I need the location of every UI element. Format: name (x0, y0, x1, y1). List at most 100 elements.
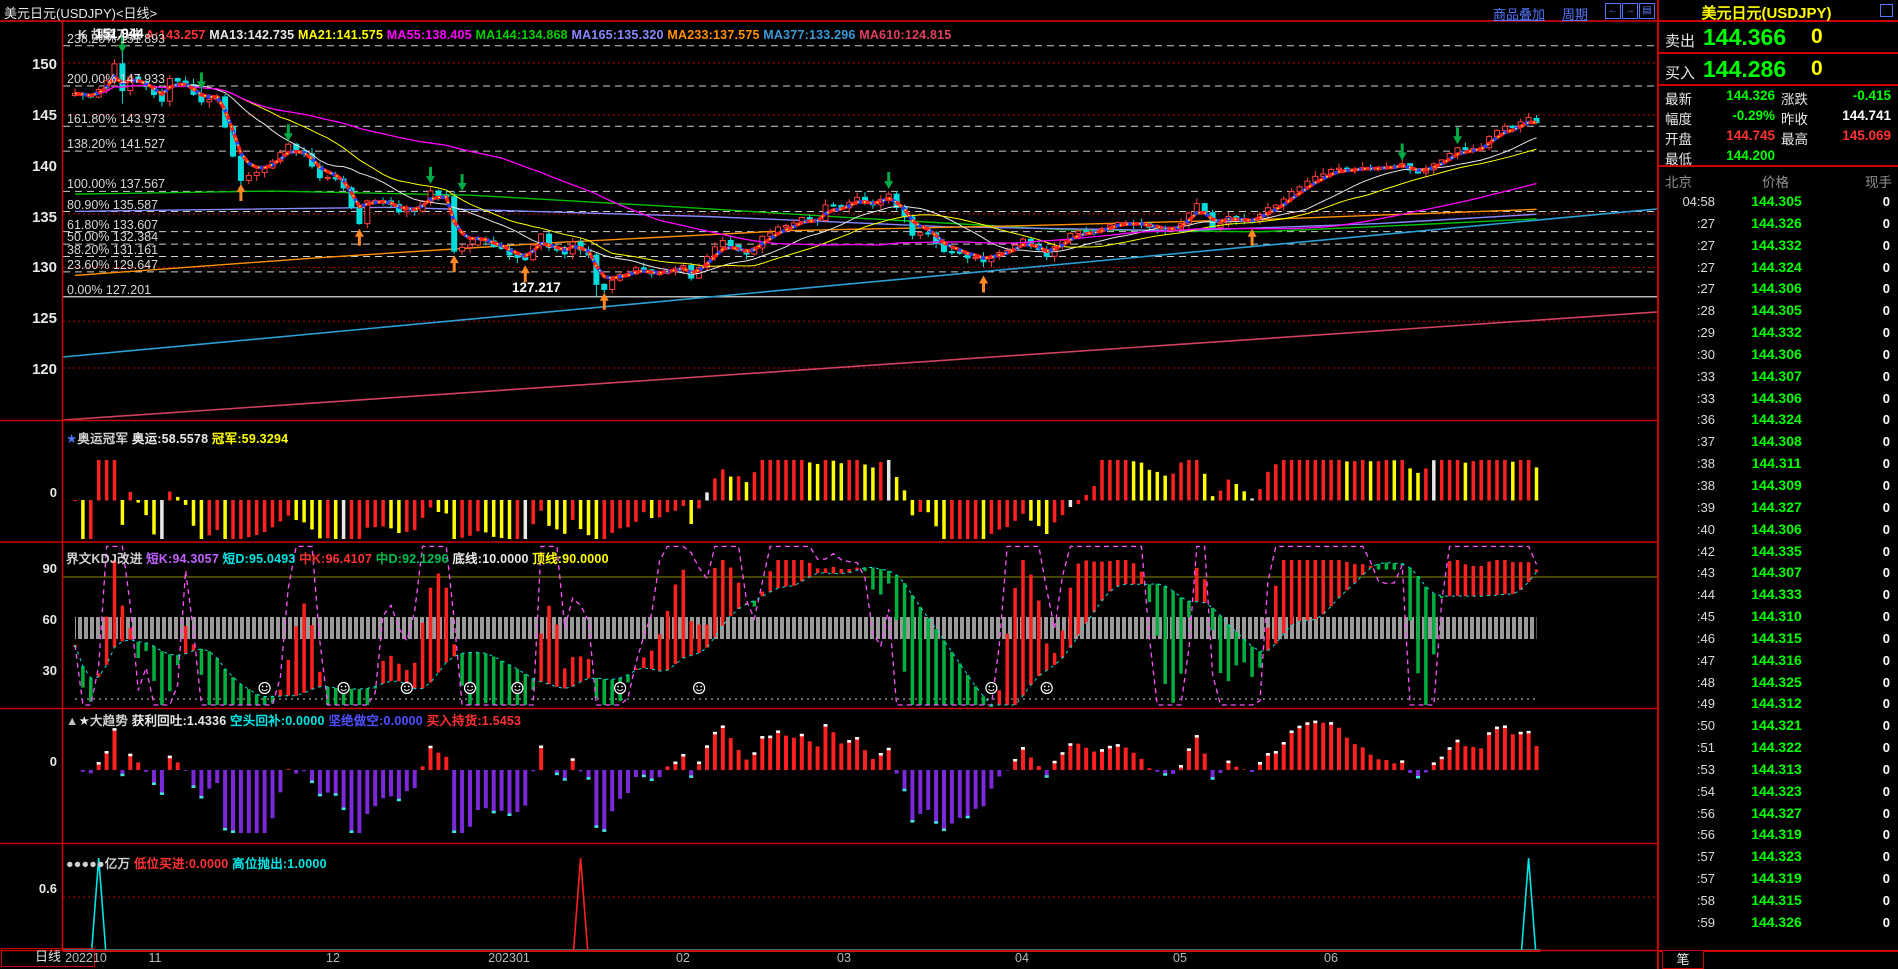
bid-row[interactable]: 买入 144.286 0 (1659, 54, 1898, 86)
quote-info-label: 最低 (1665, 152, 1692, 167)
forward-icon[interactable]: → (1622, 3, 1638, 19)
tick-row[interactable]: :29 144.332 0 (1659, 322, 1898, 344)
panel2-aoyun-bars (73, 460, 1539, 539)
restore-window-icon[interactable] (1880, 4, 1893, 17)
tick-time: :42 (1696, 543, 1715, 559)
tick-row[interactable]: :37 144.308 0 (1659, 431, 1898, 453)
text-segment: 界文KDJ改进 (66, 552, 147, 566)
tick-row[interactable]: :27 144.324 0 (1659, 257, 1898, 279)
quote-info-label: 开盘 (1665, 132, 1692, 147)
tick-volume: 0 (1882, 609, 1890, 625)
tick-row[interactable]: :57 144.323 0 (1659, 846, 1898, 868)
tick-row[interactable]: :27 144.306 0 (1659, 278, 1898, 300)
time-axis-label: 12 (326, 951, 340, 965)
tick-row[interactable]: :59 144.326 0 (1659, 912, 1898, 934)
tick-volume: 0 (1882, 761, 1890, 777)
tick-volume: 0 (1882, 718, 1890, 734)
period-tab-daily[interactable]: 日线 (1, 948, 95, 967)
tick-row[interactable]: :58 144.315 0 (1659, 890, 1898, 912)
split-window-icon[interactable]: ▤ (1639, 3, 1655, 19)
fib-level-label: 80.90% 135.587 (67, 197, 159, 212)
fib-level-label: 238.20% 151.893 (67, 31, 166, 46)
tick-time: :27 (1696, 281, 1715, 297)
quote-info-value: 144.200 (1726, 148, 1775, 163)
tick-row[interactable]: 04:58 144.305 0 (1659, 191, 1898, 213)
text-segment: 低位买进:0.0000 (133, 857, 233, 871)
tick-list: 04:58 144.305 0:27 144.326 0:27 144.332 0:27 14… (1659, 191, 1898, 934)
tick-row[interactable]: :54 144.323 0 (1659, 781, 1898, 803)
time-axis-label: 03 (837, 951, 851, 965)
bid-price: 144.286 (1703, 56, 1787, 82)
tick-row[interactable]: :39 144.327 0 (1659, 497, 1898, 519)
tick-row[interactable]: :27 144.332 0 (1659, 235, 1898, 257)
tick-price: 144.315 (1751, 629, 1802, 646)
text-segment: MA165:135.320 (571, 28, 668, 42)
tick-time: :33 (1696, 390, 1715, 406)
tick-volume: 0 (1882, 368, 1890, 384)
tick-row[interactable]: :33 144.307 0 (1659, 366, 1898, 388)
period-link[interactable]: 周期 (1562, 7, 1589, 22)
tick-row[interactable]: :42 144.335 0 (1659, 541, 1898, 563)
ma-line-MA144 (74, 190, 1537, 233)
text-segment: 顶线:90.0000 (532, 552, 609, 566)
quote-info-value: 145.069 (1842, 128, 1891, 143)
tick-row[interactable]: :53 144.313 0 (1659, 759, 1898, 781)
text-segment: 奥运:58.5578 (131, 432, 212, 446)
back-icon[interactable]: ← (1605, 3, 1621, 19)
tick-row[interactable]: :40 144.306 0 (1659, 519, 1898, 541)
tick-time: :28 (1696, 303, 1715, 319)
ma-line-MA13 (74, 84, 1537, 276)
panel-borders (0, 20, 1898, 952)
tick-row[interactable]: :50 144.321 0 (1659, 715, 1898, 737)
tick-price: 144.321 (1751, 717, 1802, 734)
quote-header: 美元日元(USDJPY) (1659, 0, 1898, 22)
tick-row[interactable]: :27 144.326 0 (1659, 213, 1898, 235)
tick-row[interactable]: :38 144.311 0 (1659, 453, 1898, 475)
tick-row[interactable]: :43 144.307 0 (1659, 562, 1898, 584)
quote-info-grid: 最新 144.326 涨跌 -0.415 幅度 -0.29% 昨收 144.741 开盘 144.… (1659, 86, 1898, 167)
price-axis-label: 150 (31, 56, 57, 73)
tick-row[interactable]: :45 144.310 0 (1659, 606, 1898, 628)
quote-info-row: 幅度 -0.29% 昨收 144.741 (1659, 106, 1898, 127)
tick-row[interactable]: :49 144.312 0 (1659, 693, 1898, 715)
tick-row[interactable]: :48 144.325 0 (1659, 672, 1898, 694)
tick-volume: 0 (1882, 587, 1890, 603)
quote-info-value: 144.741 (1842, 108, 1891, 123)
ask-row[interactable]: 卖出 144.366 0 (1659, 22, 1898, 54)
tick-price: 144.322 (1751, 739, 1802, 756)
tick-row[interactable]: :46 144.315 0 (1659, 628, 1898, 650)
tick-table-header: 北京 价格 现手 (1659, 167, 1898, 191)
quote-info-value: -0.29% (1732, 108, 1775, 123)
tick-volume: 0 (1882, 783, 1890, 799)
tick-row[interactable]: :30 144.306 0 (1659, 344, 1898, 366)
tick-row[interactable]: :36 144.324 0 (1659, 409, 1898, 431)
quote-info-row: 最低 144.200 (1659, 146, 1898, 167)
fib-level-label: 138.20% 141.527 (67, 137, 166, 152)
tick-volume: 0 (1882, 215, 1890, 231)
tick-row[interactable]: :28 144.305 0 (1659, 300, 1898, 322)
text-segment: 冠军:59.3294 (211, 432, 289, 446)
tab-tick-detail[interactable]: 笔 (1662, 950, 1704, 969)
tick-time: :39 (1696, 499, 1715, 515)
tick-row[interactable]: :47 144.316 0 (1659, 650, 1898, 672)
quote-info-label: 最高 (1781, 132, 1808, 147)
tick-row[interactable]: :56 144.327 0 (1659, 803, 1898, 825)
tick-time: :53 (1696, 761, 1715, 777)
tick-price: 144.311 (1751, 455, 1802, 472)
tick-row[interactable]: :51 144.322 0 (1659, 737, 1898, 759)
tick-row[interactable]: :57 144.319 0 (1659, 868, 1898, 890)
text-segment: 高位抛出:1.0000 (232, 857, 327, 871)
overlay-symbols-link[interactable]: 商品叠加 (1493, 7, 1546, 22)
tick-row[interactable]: :38 144.309 0 (1659, 475, 1898, 497)
tick-price: 144.312 (1751, 695, 1802, 712)
bid-qty: 0 (1811, 57, 1823, 80)
tick-row[interactable]: :56 144.319 0 (1659, 824, 1898, 846)
panel5-yiwan (63, 857, 1657, 952)
panel5-title-yiwan: ●●●●●亿万 低位买进:0.0000 高位抛出:1.0000 (66, 853, 327, 872)
tick-row[interactable]: :44 144.333 0 (1659, 584, 1898, 606)
text-segment: ●●●●● (66, 857, 105, 871)
tick-row[interactable]: :33 144.306 0 (1659, 388, 1898, 410)
tick-time: :33 (1696, 368, 1715, 384)
tick-price: 144.310 (1751, 608, 1802, 625)
